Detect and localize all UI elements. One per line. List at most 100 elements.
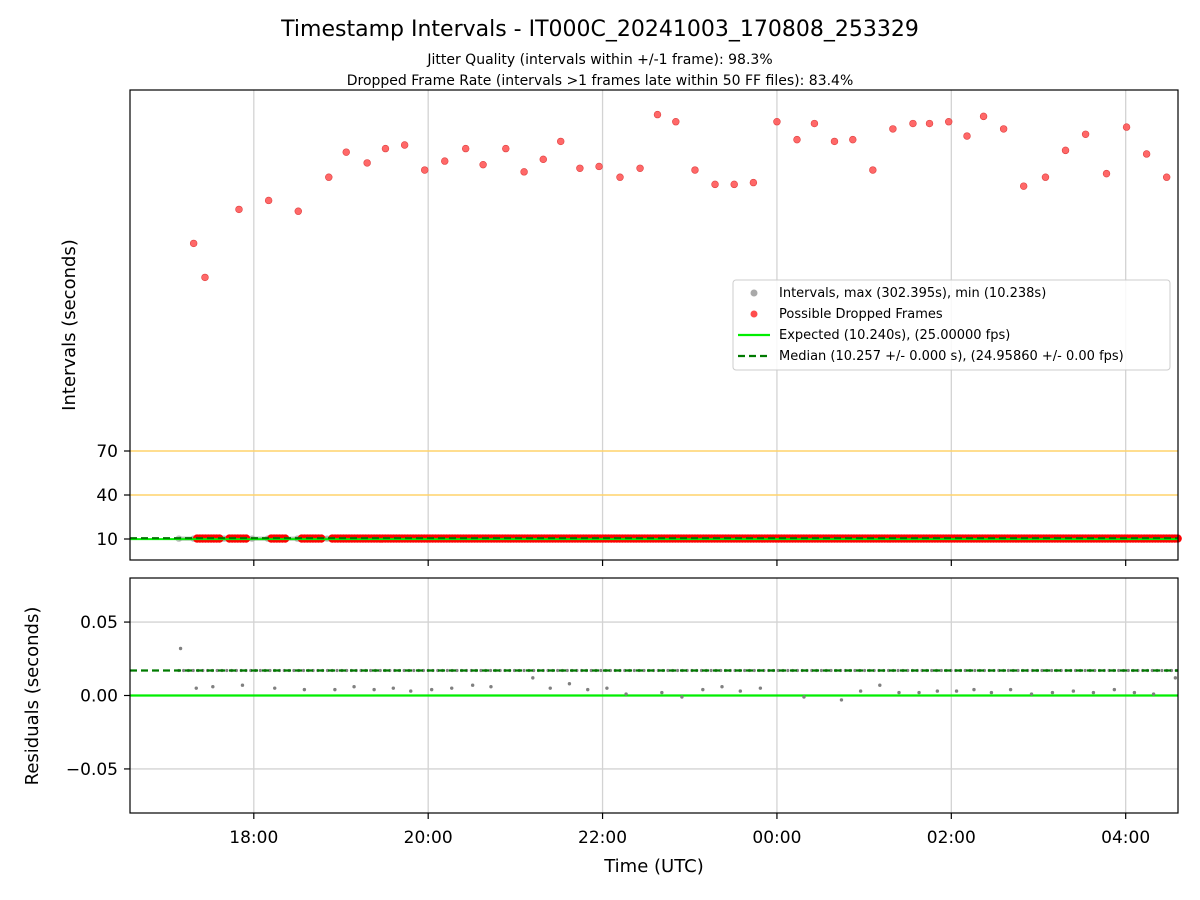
legend-box	[732, 279, 1171, 371]
dropped-frame-point	[909, 119, 917, 128]
dropped-frame-point	[1041, 173, 1050, 181]
residual-point	[1151, 692, 1156, 696]
median-residual-point	[412, 668, 416, 673]
residual-point	[701, 687, 705, 692]
median-residual-point	[522, 668, 526, 673]
dropped-frame-point	[294, 207, 302, 215]
median-residual-point	[896, 668, 900, 673]
y-tick-label: 40	[96, 486, 118, 506]
chart-subtitle-jitter: Jitter Quality (intervals within +/-1 fr…	[426, 52, 772, 68]
dropped-frame-point	[1142, 150, 1151, 158]
x-tick-label: 20:00	[404, 828, 453, 848]
median-residual-point	[258, 668, 262, 673]
y-tick-label: 10	[96, 530, 118, 550]
residual-point	[935, 689, 940, 693]
residual-point	[372, 687, 376, 692]
median-residual-point	[675, 668, 680, 673]
residual-point	[839, 698, 844, 702]
median-residual-point	[488, 668, 493, 673]
residual-point	[429, 687, 434, 692]
dropped-frame-point	[963, 132, 971, 140]
dropped-frame-point	[1019, 182, 1028, 190]
dropped-frame-point	[889, 125, 897, 133]
median-residual-point	[1126, 668, 1130, 673]
median-residual-point	[215, 668, 219, 673]
intervals-y-axis-label: Intervals (seconds)	[59, 239, 80, 411]
x-tick-label: 04:00	[1101, 828, 1150, 848]
median-residual-point	[1083, 668, 1087, 673]
median-residual-point	[268, 668, 272, 673]
dropped-frame-point	[557, 137, 565, 146]
residual-point	[1173, 676, 1178, 680]
x-tick-label: 00:00	[752, 828, 801, 848]
dropped-frame-point	[576, 164, 584, 172]
median-residual-point	[335, 668, 339, 673]
dropped-frame-point	[999, 125, 1008, 133]
dropped-frame-point	[264, 196, 273, 205]
residual-point	[548, 686, 552, 690]
residual-point	[680, 695, 684, 699]
expected-median-lines	[130, 537, 1178, 541]
residual-point	[302, 687, 307, 692]
dropped-frames-band	[192, 534, 1182, 543]
residual-point	[567, 682, 572, 686]
median-residual-point	[752, 668, 756, 673]
median-residual-point	[939, 668, 943, 673]
legend-entry-median: Median (10.257 +/- 0.000 s), (24.95860 +…	[779, 349, 1124, 364]
residual-point	[450, 686, 454, 690]
dropped-frame-point	[461, 144, 470, 153]
dropped-frame-point	[793, 135, 801, 144]
residual-point	[352, 684, 356, 689]
median-residual-point	[225, 668, 229, 673]
dropped-frame-point	[979, 112, 988, 121]
residual-point	[858, 689, 863, 693]
median-residual-point	[853, 668, 857, 673]
x-tick-label: 02:00	[927, 828, 976, 848]
residuals-x-ticks: 18:00 20:00 22:00 00:00 02:00 04:00	[229, 813, 1150, 848]
median-residual-point	[632, 668, 636, 673]
median-residual-point	[445, 668, 449, 673]
residual-point	[1008, 687, 1013, 692]
chart-subtitle-dropped: Dropped Frame Rate (intervals >1 frames …	[347, 73, 854, 89]
median-residual-point	[709, 668, 713, 673]
residual-point	[489, 684, 493, 689]
median-residual-point	[1117, 668, 1121, 673]
residual-point	[470, 683, 475, 687]
legend: Intervals, max (302.395s), min (10.238s)…	[732, 279, 1171, 371]
dropped-frame-point	[479, 160, 487, 169]
chart-title: Timestamp Intervals - IT000C_20241003_17…	[280, 17, 919, 42]
residuals-panel: −0.05 0.00 0.05 18:00 20:00 22:00 00:00 02:00 0…	[22, 577, 1179, 877]
dropped-frame-point	[810, 119, 819, 128]
residual-point	[878, 683, 882, 687]
residual-point	[954, 689, 959, 693]
residual-point	[273, 686, 277, 690]
median-residual-point	[191, 668, 195, 673]
residual-point	[660, 690, 664, 695]
median-residual-point	[1006, 668, 1011, 673]
dropped-frame-point	[520, 168, 528, 176]
legend-entry-dropped: Possible Dropped Frames	[779, 307, 943, 322]
median-residual-point	[829, 668, 833, 673]
dropped-frame-point	[691, 166, 699, 174]
median-residual-point	[455, 668, 459, 673]
dropped-frame-point	[672, 118, 680, 126]
residual-point	[1091, 690, 1096, 695]
residual-point	[758, 686, 763, 690]
dropped-frame-point	[711, 180, 719, 189]
dropped-frame-point	[869, 166, 877, 174]
dropped-frame-point	[539, 155, 547, 164]
median-residual-point	[1016, 668, 1020, 673]
dropped-frame-point	[400, 141, 409, 149]
residual-point	[720, 684, 724, 689]
median-residual-point	[819, 668, 824, 673]
legend-entry-expected: Expected (10.240s), (25.00000 fps)	[779, 328, 1010, 343]
dropped-frame-point	[595, 162, 603, 171]
dropped-frame-point	[1061, 146, 1070, 155]
dropped-frames-points	[189, 110, 1171, 282]
residual-point	[1071, 689, 1076, 693]
dropped-frame-point	[325, 173, 333, 181]
dropped-frame-point	[749, 178, 758, 187]
legend-entry-intervals: Intervals, max (302.395s), min (10.238s)	[779, 286, 1046, 301]
median-residual-point	[1049, 668, 1054, 673]
residual-point	[333, 687, 337, 692]
